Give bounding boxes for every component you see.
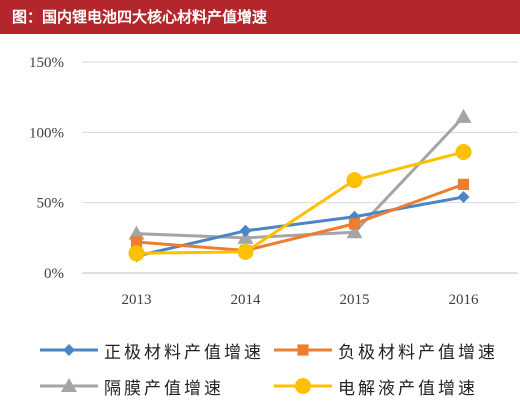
legend-swatch bbox=[40, 344, 98, 356]
x-tick-label: 2013 bbox=[122, 292, 152, 308]
x-tick-label: 2014 bbox=[231, 292, 262, 308]
series-line bbox=[136, 115, 465, 240]
legend-item: 负极材料产值增速 bbox=[272, 336, 498, 364]
legend-label: 正极材料产值增速 bbox=[104, 342, 264, 363]
gridlines bbox=[82, 61, 518, 274]
legend-swatch bbox=[274, 378, 332, 394]
x-tick-label: 2016 bbox=[449, 292, 480, 308]
series-line bbox=[136, 195, 464, 258]
y-tick-label: 50% bbox=[37, 196, 65, 212]
data-point-triangle bbox=[237, 229, 254, 244]
legend-item: 隔膜产值增速 bbox=[38, 372, 224, 400]
data-point-triangle bbox=[61, 378, 77, 392]
y-tick-label: 0% bbox=[44, 266, 64, 282]
x-tick-label: 2015 bbox=[340, 292, 370, 308]
data-point-diamond bbox=[63, 344, 75, 356]
data-point-circle bbox=[455, 144, 472, 161]
data-point-triangle bbox=[128, 225, 145, 240]
data-point-circle bbox=[128, 245, 145, 262]
x-axis: 2013 2014 2015 2016 bbox=[122, 292, 480, 308]
data-point-square bbox=[457, 178, 470, 190]
legend: 正极材料产值增速 负极材料产值增速隔膜产值增速 电解液产值增速 bbox=[0, 330, 520, 401]
legend-label: 电解液产值增速 bbox=[338, 378, 478, 399]
data-point-triangle bbox=[455, 108, 472, 123]
data-point-square bbox=[130, 236, 143, 248]
data-point-diamond bbox=[457, 191, 470, 204]
data-point-circle bbox=[346, 172, 363, 189]
legend-item: 电解液产值增速 bbox=[272, 372, 478, 400]
series-layer bbox=[128, 108, 472, 263]
data-point-square bbox=[297, 344, 309, 356]
data-point-square bbox=[348, 218, 361, 230]
y-axis: 0% 50% 100% 150% bbox=[29, 55, 64, 282]
data-point-circle bbox=[295, 378, 311, 394]
data-point-circle bbox=[237, 243, 254, 260]
legend-item: 正极材料产值增速 bbox=[38, 336, 264, 364]
data-point-diamond bbox=[239, 224, 252, 237]
line-chart: 0% 50% 100% 150% 2013 2014 2015 2016 bbox=[29, 55, 518, 308]
chart-title: 图：国内锂电池四大核心材料产值增速 bbox=[0, 0, 520, 34]
legend-label: 负极材料产值增速 bbox=[338, 342, 498, 363]
legend-swatch bbox=[274, 344, 332, 356]
series-line bbox=[136, 150, 464, 255]
y-tick-label: 100% bbox=[29, 125, 64, 141]
series-line bbox=[136, 182, 465, 252]
legend-swatch bbox=[40, 378, 98, 392]
legend-label: 隔膜产值增速 bbox=[104, 378, 224, 399]
y-tick-label: 150% bbox=[29, 55, 64, 71]
data-point-triangle bbox=[346, 224, 363, 239]
